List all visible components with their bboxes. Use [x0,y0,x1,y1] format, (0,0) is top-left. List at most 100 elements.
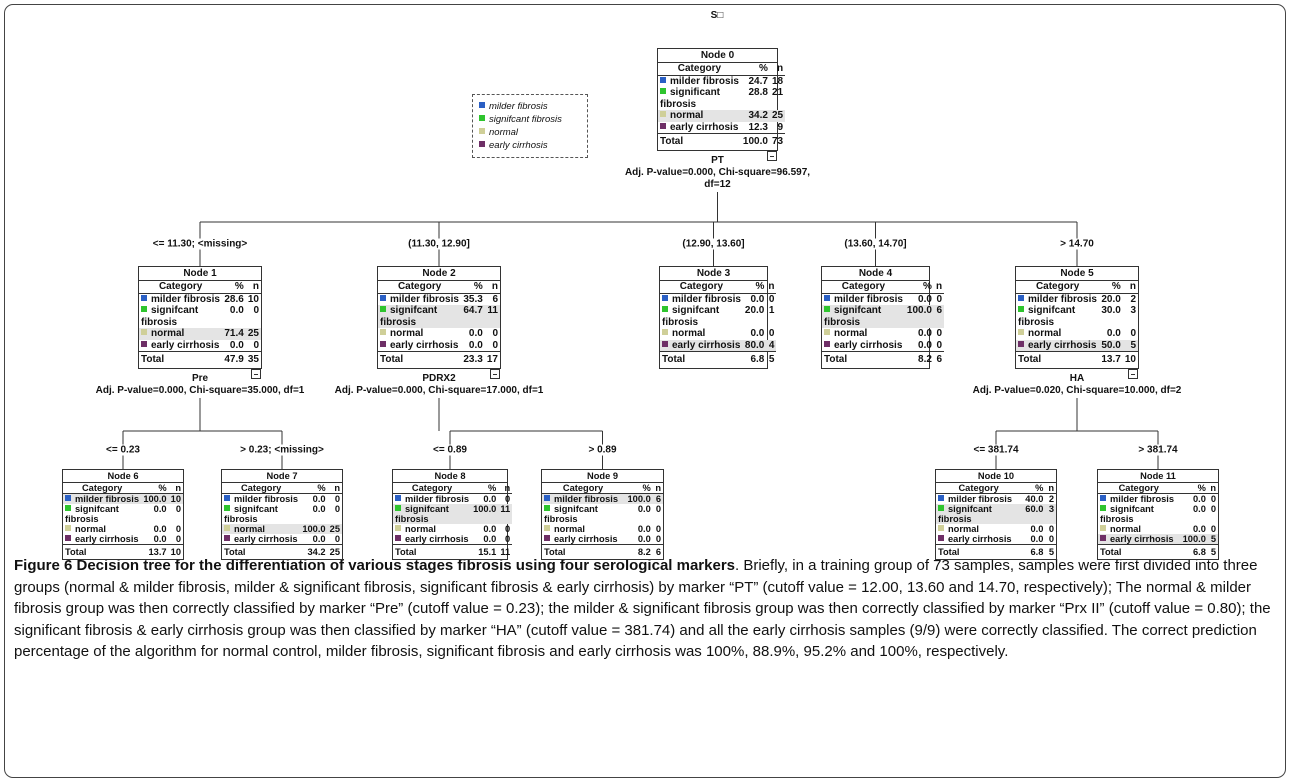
percent-cell: 24.7 [748,75,768,87]
split-info: Pre Adj. P-value=0.000, Chi-square=35.000… [96,373,305,397]
node-title: Node 0 [658,49,777,63]
node-table: Category% n milder fibrosis 100.0 10 signifca… [63,483,183,559]
split-stats: Adj. P-value=0.000, Chi-square=17.000, d… [334,385,544,396]
category-label: milder fibrosis [1028,293,1097,305]
category-row: normal 0.0 0 [393,524,512,534]
category-row: milder fibrosis 28.6 10 [139,293,261,305]
category-row: milder fibrosis 40.0 2 [936,494,1056,504]
category-swatch [660,111,666,117]
category-label: signifcant fibrosis [824,305,882,328]
category-swatch [224,535,230,541]
category-row: normal 0.0 0 [378,328,500,340]
branch-label: > 381.74 [1136,444,1180,456]
percent-cell: 0.0 [750,328,765,339]
header-n: n [168,483,183,494]
n-cell: 25 [245,328,261,340]
tree-node: Node 9 Category% n milder fibrosis 100.0 6 sig… [541,469,664,560]
category-swatch [660,88,666,94]
collapse-toggle [251,368,261,379]
category-swatch [544,505,550,511]
header-category: Category [222,483,301,494]
node-header: Category% n [378,281,500,294]
category-swatch [1018,306,1024,312]
category-row: signifcant fibrosis 0.0 0 [139,305,261,328]
total-n: 17 [484,351,500,368]
category-label: normal [672,328,706,339]
n-cell: 0 [936,328,943,339]
total-percent: 13.7 [1099,351,1123,368]
branch-label: <= 381.74 [971,444,1021,456]
category-swatch [65,495,71,501]
node-header: Category% n [222,483,342,494]
node-table: Category% n milder fibrosis 100.0 6 signifcan… [542,483,663,559]
percent-cell: 60.0 [1021,504,1046,524]
header-percent: % [1099,281,1123,294]
collapse-toggle [1128,368,1138,379]
category-cell: signifcant fibrosis [936,504,1022,524]
percent-cell: 71.4 [222,328,246,340]
percent-cell: 0.0 [153,524,167,534]
category-cell: signifcant fibrosis [822,305,905,328]
split-stats: df=12 [704,179,731,190]
category-cell: signifcant fibrosis [1016,305,1099,328]
category-swatch [938,525,944,531]
category-row: normal 0.0 0 [542,524,663,534]
category-cell: signifcant fibrosis [63,504,141,524]
n-cell: 3 [1045,504,1056,524]
node-header: Category% n [542,483,663,494]
category-cell: signifcant fibrosis [1098,504,1179,524]
total-row: Total 8.2 6 [822,351,945,368]
total-label: Total [1098,544,1180,559]
node-title: Node 3 [660,267,767,281]
n-cell: 0 [936,339,943,351]
category-cell: milder fibrosis [378,293,461,305]
total-n: 25 [327,544,342,559]
header-n: n [769,63,786,76]
category-cell: milder fibrosis [1098,494,1179,504]
total-label: Total [393,544,472,559]
n-cell: 0 [1048,534,1054,544]
category-swatch [65,525,71,531]
category-swatch [1100,505,1106,511]
n-cell: 0 [334,494,340,504]
category-cell: normal [378,328,461,340]
category-label: signifcant fibrosis [544,504,598,524]
percent-cell: 28.6 [224,293,244,305]
category-row: normal 0.0 0 [1098,524,1218,534]
category-cell: normal [222,524,301,534]
legend-label: signifcant fibrosis [489,114,562,125]
category-cell: early cirrhosis [660,339,743,352]
category-label: signifcant fibrosis [65,504,119,524]
tree-node: Node 3 Category% n milder fibrosis 0.0 0 signi… [659,266,777,369]
branch-label: (12.90, 13.60] [680,238,747,250]
node-header: Category% n [658,63,786,76]
category-swatch [224,525,230,531]
header-percent: % [904,281,934,294]
category-cell: normal [1016,328,1099,340]
category-label: early cirrhosis [234,534,298,544]
percent-cell: 0.0 [637,534,651,544]
percent-cell: 100.0 [1179,534,1208,545]
category-cell: normal [542,524,624,534]
total-percent: 6.8 [1179,544,1208,559]
percent-cell: 0.0 [1030,534,1044,544]
category-row: signifcant fibrosis 20.0 1 [660,305,776,328]
legend-swatch [479,141,485,147]
percent-cell: 0.0 [229,339,244,351]
total-n: 10 [168,544,183,559]
category-label: milder fibrosis [75,494,140,504]
branch-label: (11.30, 12.90] [406,238,472,250]
total-percent: 23.3 [461,351,485,368]
n-cell: 0 [253,305,259,316]
category-row: early cirrhosis 0.0 0 [542,534,663,545]
category-swatch [224,505,230,511]
category-label: early cirrhosis [390,339,459,351]
n-cell: 0 [504,494,511,504]
header-percent: % [461,281,485,294]
n-cell: 1 [768,305,775,316]
split-variable: PDRX2 [422,373,456,384]
n-cell: 4 [766,339,777,352]
category-label: milder fibrosis [554,494,619,504]
n-cell: 0 [175,534,181,544]
category-cell: milder fibrosis [139,293,222,305]
